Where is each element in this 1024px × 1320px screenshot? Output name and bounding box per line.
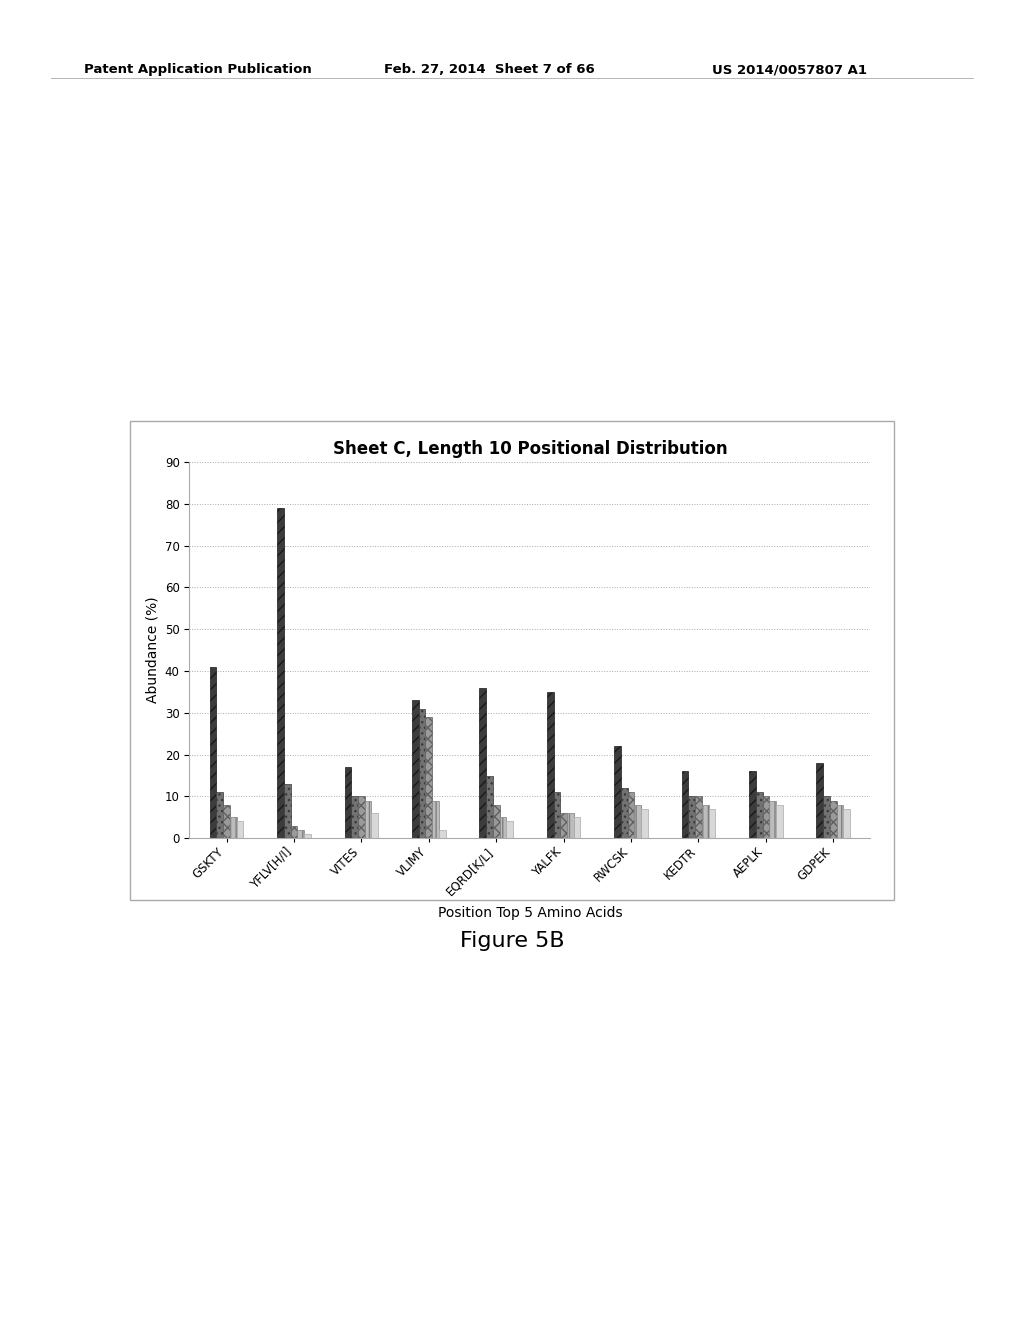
Bar <box>547 692 554 838</box>
Bar <box>506 821 513 838</box>
Bar <box>621 788 628 838</box>
Bar <box>439 830 445 838</box>
Text: Patent Application Publication: Patent Application Publication <box>84 63 311 77</box>
Bar <box>351 796 358 838</box>
Bar <box>701 805 709 838</box>
Bar <box>297 830 304 838</box>
Bar <box>291 826 297 838</box>
Bar <box>635 805 641 838</box>
Bar <box>567 813 573 838</box>
Bar <box>816 763 823 838</box>
X-axis label: Position Top 5 Amino Acids: Position Top 5 Amino Acids <box>437 906 623 920</box>
Bar <box>837 805 844 838</box>
Bar <box>304 834 311 838</box>
Bar <box>829 800 837 838</box>
Bar <box>756 792 763 838</box>
Bar <box>614 746 621 838</box>
Bar <box>358 796 365 838</box>
Bar <box>769 800 776 838</box>
Bar <box>216 792 223 838</box>
Bar <box>344 767 351 838</box>
Bar <box>365 800 372 838</box>
Bar <box>284 784 291 838</box>
Bar <box>372 813 378 838</box>
Bar <box>210 667 216 838</box>
Bar <box>695 796 701 838</box>
Bar <box>573 817 581 838</box>
Y-axis label: Abundance (%): Abundance (%) <box>145 597 160 704</box>
Bar <box>628 792 635 838</box>
Bar <box>823 796 829 838</box>
Bar <box>237 821 244 838</box>
Bar <box>641 809 648 838</box>
Bar <box>230 817 237 838</box>
Text: Figure 5B: Figure 5B <box>460 931 564 950</box>
Text: US 2014/0057807 A1: US 2014/0057807 A1 <box>712 63 866 77</box>
Bar <box>493 805 500 838</box>
Bar <box>560 813 567 838</box>
Bar <box>425 717 432 838</box>
Bar <box>432 800 439 838</box>
Bar <box>763 796 769 838</box>
Bar <box>844 809 850 838</box>
Bar <box>749 771 756 838</box>
Bar <box>223 805 230 838</box>
Bar <box>776 805 782 838</box>
Title: Sheet C, Length 10 Positional Distribution: Sheet C, Length 10 Positional Distributi… <box>333 440 727 458</box>
Bar <box>278 508 284 838</box>
Bar <box>479 688 486 838</box>
Bar <box>419 709 425 838</box>
Bar <box>682 771 688 838</box>
Text: Feb. 27, 2014  Sheet 7 of 66: Feb. 27, 2014 Sheet 7 of 66 <box>384 63 595 77</box>
Bar <box>412 700 419 838</box>
Bar <box>554 792 560 838</box>
Bar <box>500 817 506 838</box>
Bar <box>709 809 716 838</box>
Bar <box>486 776 493 838</box>
Bar <box>688 796 695 838</box>
